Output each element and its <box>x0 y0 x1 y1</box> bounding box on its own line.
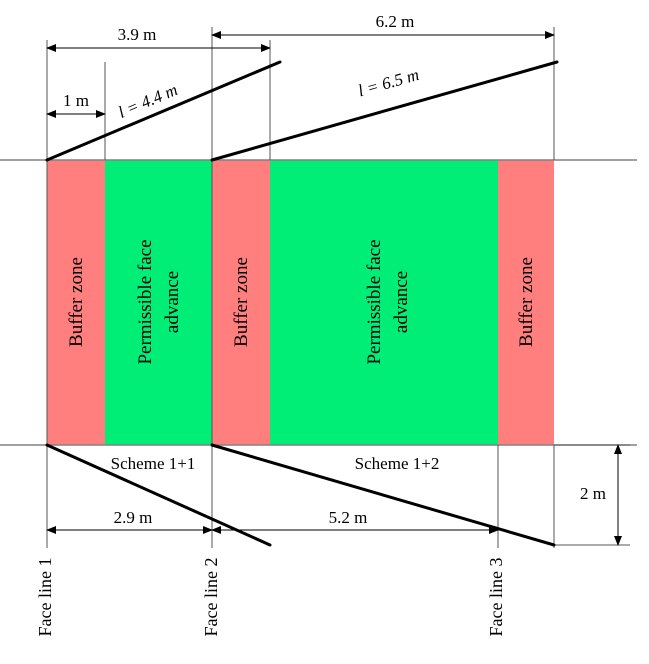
buffer-zone-2 <box>212 160 270 445</box>
advance-zone-1-label-line2: advance <box>162 271 183 333</box>
dim-label-2m: 2 m <box>580 484 606 503</box>
advance-zone-2-label-line1: Permissible face <box>364 239 385 364</box>
buffer-zone-3 <box>498 160 554 445</box>
dim-label-1m: 1 m <box>63 91 89 110</box>
buffer-zone-3-label: Buffer zone <box>516 257 537 347</box>
permissible-advance-zone-2 <box>270 160 498 445</box>
buffer-zone-1 <box>47 160 105 445</box>
scheme-1-2-label: Scheme 1+2 <box>355 454 440 473</box>
permissible-advance-zone-1 <box>105 160 212 445</box>
buffer-zone-1-label: Buffer zone <box>66 257 87 347</box>
advance-zone-2-label-line2: advance <box>391 271 412 333</box>
advance-zone-1-label-line1: Permissible face <box>135 239 156 364</box>
scheme-1-1-label: Scheme 1+1 <box>111 454 196 473</box>
incline-label-4-4m: l = 4.4 m <box>115 80 180 122</box>
dim-label-2-9m: 2.9 m <box>114 508 153 527</box>
face-line-3-label: Face line 3 <box>486 558 506 637</box>
buffer-zone-2-label: Buffer zone <box>231 257 252 347</box>
face-line-1-label: Face line 1 <box>35 558 55 637</box>
inclined-lines <box>45 60 559 547</box>
face-line-2-label: Face line 2 <box>201 558 221 637</box>
incline-label-6-5m: l = 6.5 m <box>356 65 421 100</box>
dim-label-3-9m: 3.9 m <box>118 25 157 44</box>
dim-label-5-2m: 5.2 m <box>329 508 368 527</box>
dim-label-6-2m: 6.2 m <box>376 12 415 31</box>
